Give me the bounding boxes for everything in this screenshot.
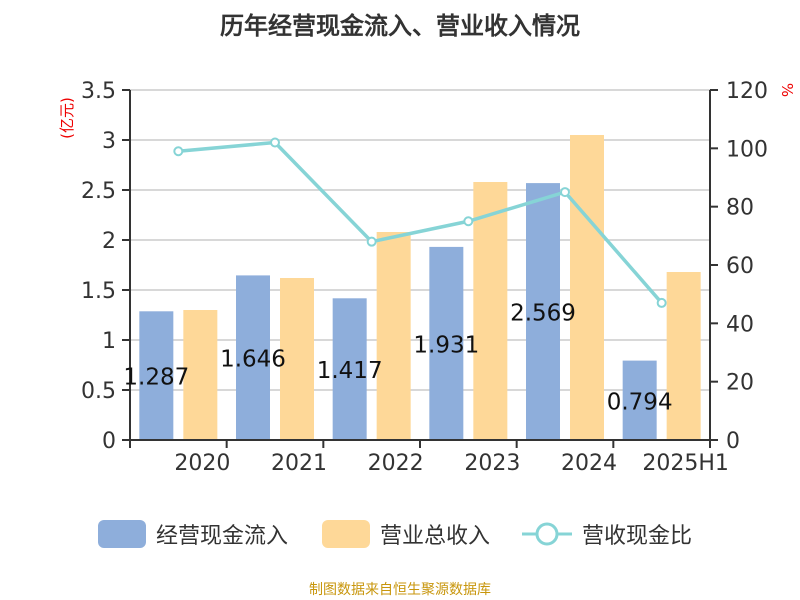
line-point-ratio: [173, 146, 184, 157]
line-ratio: [178, 140, 663, 305]
legend-item-ratio[interactable]: 营收现金比: [522, 518, 692, 550]
x-tick-label: 2023: [464, 451, 520, 476]
line-point-ratio: [656, 297, 667, 308]
bar-revenue: [473, 182, 508, 440]
y-tick-label-right: 0: [726, 429, 740, 454]
legend-swatch: [98, 520, 146, 548]
legend-label: 营收现金比: [582, 524, 693, 549]
x-tick-label: 2024: [561, 451, 617, 476]
x-tick-label: 2022: [368, 451, 424, 476]
y-axis-label-right: %: [778, 83, 796, 97]
legend-label: 经营现金流入: [156, 524, 289, 549]
data-label: 1.931: [413, 332, 479, 358]
x-tick-label: 2021: [271, 451, 327, 476]
y-tick-label-left: 1.5: [81, 279, 116, 304]
y-tick-label-right: 120: [726, 79, 768, 104]
data-label: 1.417: [317, 358, 383, 384]
y-tick-label-left: 3: [102, 129, 116, 154]
y-tick-label-right: 20: [726, 371, 754, 396]
bar-cash-inflow: [332, 298, 367, 440]
x-tick-label: 2025H1: [642, 451, 729, 476]
line-point-ratio: [560, 187, 570, 198]
bar-revenue: [280, 278, 314, 440]
line-point-ratio: [366, 236, 377, 247]
legend-label: 营业总收入: [380, 524, 491, 549]
y-tick-label-right: 40: [726, 312, 754, 337]
chart-title: 历年经营现金流入、营业收入情况: [220, 12, 580, 40]
bar-revenue: [570, 135, 604, 440]
legend-item-cash-inflow[interactable]: 经营现金流入: [98, 518, 288, 550]
bar-cash-inflow: [236, 275, 270, 440]
data-label: 1.646: [220, 347, 286, 373]
y-tick-label-right: 80: [726, 196, 754, 221]
bar-revenue: [376, 232, 411, 440]
data-label: 1.287: [123, 365, 189, 391]
bar-revenue: [666, 272, 701, 440]
y-axis-label-left: (亿元): [58, 97, 76, 139]
data-label: 0.794: [607, 389, 673, 415]
y-tick-label-left: 2.5: [81, 179, 116, 204]
line-point-ratio: [270, 137, 280, 148]
y-tick-label-left: 2: [102, 229, 116, 254]
legend-swatch: [322, 520, 370, 548]
y-tick-label-left: 3.5: [81, 79, 116, 104]
legend-line-marker-icon: [522, 522, 572, 546]
bar-cash-inflow: [429, 246, 464, 440]
x-tick-label: 2020: [174, 451, 230, 476]
y-tick-label-right: 100: [726, 137, 768, 162]
bar-cash-inflow: [622, 360, 657, 440]
source-note: 制图数据来自恒生聚源数据库: [309, 582, 491, 598]
y-tick-label-right: 60: [726, 254, 754, 279]
line-point-ratio: [463, 216, 474, 227]
legend-item-revenue[interactable]: 营业总收入: [322, 518, 490, 550]
y-tick-label-left: 0: [102, 429, 116, 454]
bar-cash-inflow: [526, 183, 560, 440]
data-label: 2.569: [510, 301, 576, 327]
y-tick-label-left: 0.5: [81, 379, 116, 404]
bar-cash-inflow: [139, 311, 174, 440]
y-tick-label-left: 1: [102, 329, 116, 354]
bar-revenue: [183, 310, 218, 440]
